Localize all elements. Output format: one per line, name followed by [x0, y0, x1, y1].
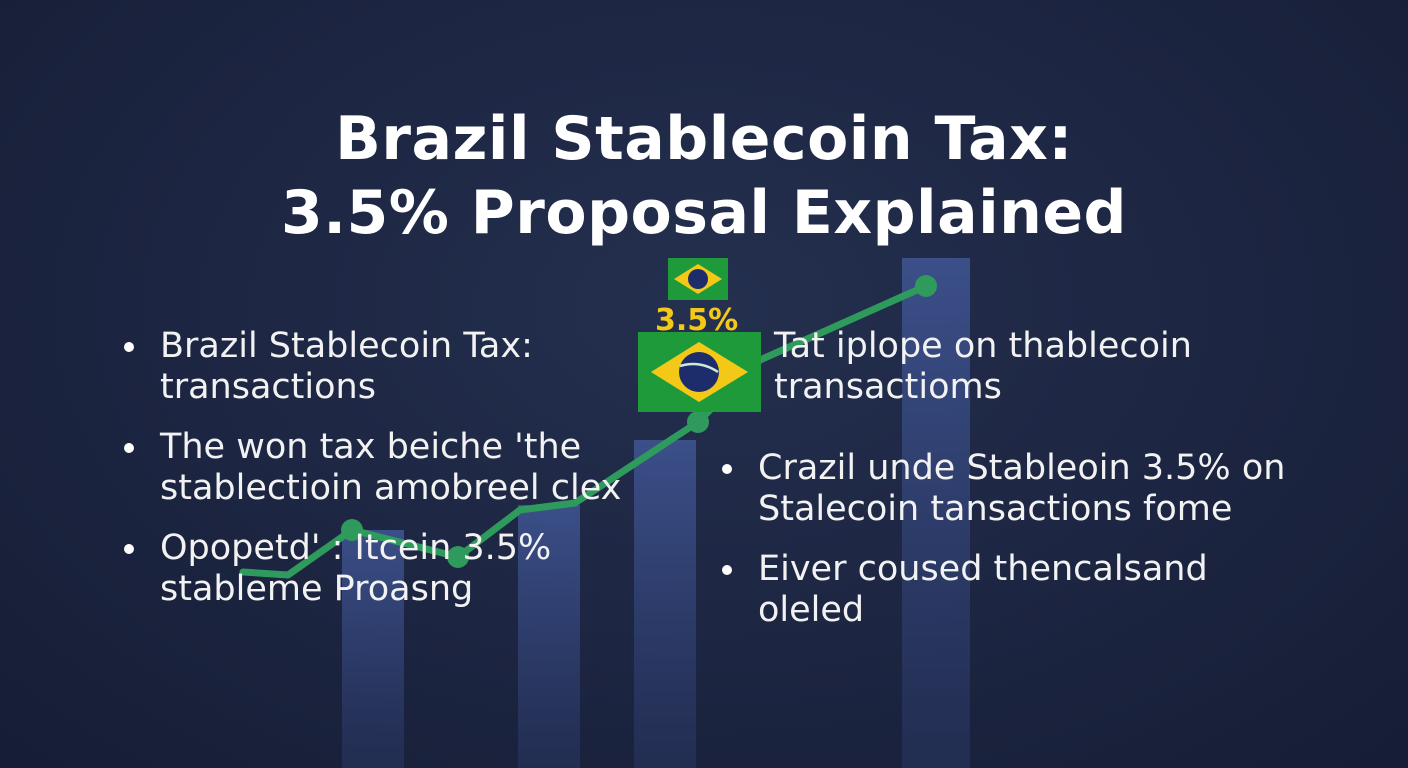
list-item: Eiver coused thencalsand oleled: [722, 549, 1268, 631]
brazil-flag-icon: [638, 332, 761, 412]
list-item: Tat iplope on thablecoin transactioms: [774, 326, 1192, 407]
trend-point: [341, 519, 363, 541]
page-title-line2: 3.5% Proposal Explained: [280, 178, 1128, 248]
tax-rate-badge: 3.5%: [655, 303, 739, 338]
page-title-line1: Brazil Stablecoin Tax:: [335, 104, 1073, 174]
trend-point: [915, 275, 937, 297]
list-item: Crazil unde Stableoin 3.5% on Stalecoin …: [722, 448, 1288, 530]
left-bullet-list: Brazil Stablecoin Tax: transactions The …: [124, 326, 644, 629]
list-item: Brazil Stablecoin Tax: transactions: [124, 326, 644, 408]
list-item: The won tax beiche 'the stablectioin amo…: [124, 427, 644, 509]
decorative-bar: [902, 258, 970, 768]
list-item: Opopetd' : Itcein 3.5% stableme Proasng: [124, 528, 644, 610]
trend-point: [687, 411, 709, 433]
decorative-bar: [634, 440, 696, 768]
right-bullet-list: Tat iplope on thablecoin transactioms Cr…: [722, 326, 1322, 650]
trend-point: [447, 546, 469, 568]
brazil-flag-icon: [668, 258, 728, 300]
decorative-bar: [342, 530, 404, 768]
decorative-bar: [518, 505, 580, 768]
